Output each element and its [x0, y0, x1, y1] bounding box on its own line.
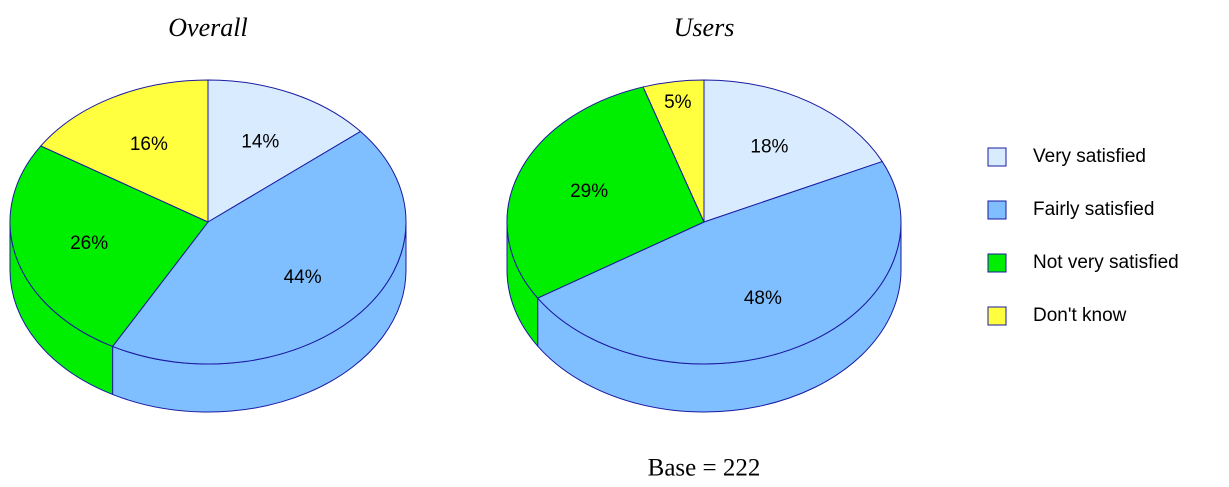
chart-title: Overall [168, 13, 247, 42]
legend-label: Fairly satisfied [1033, 199, 1154, 220]
slice [111, 130, 407, 365]
slice [703, 79, 884, 223]
legend-label: Don't know [1033, 305, 1127, 326]
legend-swatch [987, 306, 1007, 326]
data-label: 44% [284, 267, 322, 288]
slice [536, 160, 902, 365]
data-label: 26% [70, 233, 108, 254]
data-label: 16% [130, 134, 168, 155]
slice [506, 86, 705, 299]
data-label: 29% [570, 181, 608, 202]
data-label: 18% [750, 137, 788, 158]
slice [207, 79, 362, 223]
data-label: 5% [664, 92, 692, 113]
data-label: 48% [744, 288, 782, 309]
legend-label: Not very satisfied [1033, 252, 1179, 273]
legend-swatch [987, 200, 1007, 220]
chart-title: Users [674, 13, 735, 42]
slice [40, 79, 209, 223]
annotation: Base = 222 [648, 455, 761, 482]
slice [642, 79, 705, 223]
slice [9, 145, 209, 348]
legend-label: Very satisfied [1033, 146, 1146, 167]
data-label: 14% [241, 131, 279, 152]
legend-swatch [987, 253, 1007, 273]
legend-swatch [987, 147, 1007, 167]
